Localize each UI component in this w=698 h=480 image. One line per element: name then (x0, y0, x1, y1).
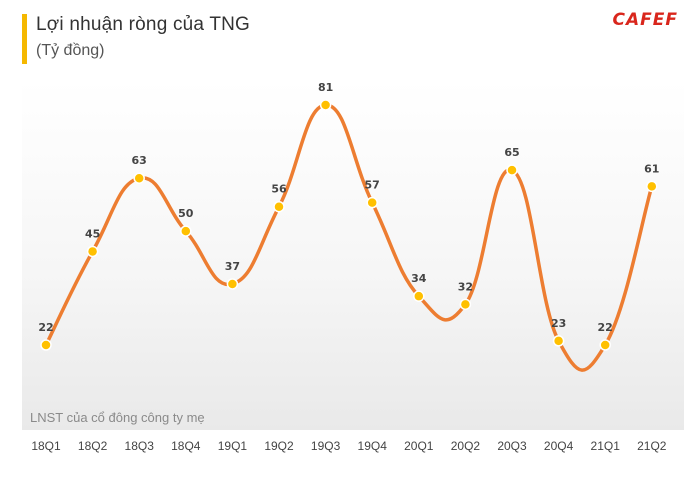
x-tick-21Q2: 21Q2 (637, 439, 667, 453)
data-point-19Q3 (319, 99, 332, 111)
data-label-18Q1: 22 (38, 321, 53, 334)
x-tick-20Q2: 20Q2 (451, 439, 481, 453)
plot-area (22, 80, 684, 430)
data-label-21Q1: 22 (598, 321, 613, 334)
x-tick-19Q4: 19Q4 (358, 439, 388, 453)
data-point-21Q1 (599, 339, 611, 351)
data-label-21Q2: 61 (644, 162, 659, 175)
x-tick-19Q1: 19Q1 (218, 439, 248, 453)
data-label-19Q3: 81 (318, 81, 333, 94)
data-point-19Q1 (226, 278, 239, 290)
data-point-20Q1 (413, 290, 425, 302)
x-tick-18Q2: 18Q2 (78, 439, 108, 453)
data-label-18Q2: 45 (85, 227, 100, 240)
chart-note: LNST của cổ đông công ty mẹ (30, 410, 205, 425)
data-label-19Q4: 57 (365, 179, 380, 192)
x-tick-18Q3: 18Q3 (125, 439, 155, 453)
x-tick-20Q4: 20Q4 (544, 439, 574, 453)
data-point-18Q3 (133, 172, 145, 184)
data-point-19Q2 (273, 200, 285, 213)
data-point-18Q1 (40, 339, 52, 351)
x-tick-18Q1: 18Q1 (31, 439, 61, 453)
x-tick-20Q3: 20Q3 (497, 439, 527, 453)
data-label-18Q4: 50 (178, 207, 194, 220)
data-label-20Q1: 34 (411, 272, 427, 285)
data-point-21Q2 (646, 180, 658, 193)
data-label-20Q4: 23 (551, 317, 566, 330)
data-point-19Q4 (366, 196, 378, 209)
data-point-18Q4 (180, 225, 192, 237)
data-label-18Q3: 63 (132, 154, 147, 167)
title-accent-bar (22, 14, 27, 64)
data-label-20Q3: 65 (504, 146, 519, 159)
chart-unit: (Tỷ đồng) (36, 42, 105, 59)
data-label-19Q2: 56 (271, 183, 287, 196)
x-tick-20Q1: 20Q1 (404, 439, 434, 453)
x-tick-19Q3: 19Q3 (311, 439, 341, 453)
data-point-20Q2 (459, 298, 472, 311)
profit-series-line (44, 103, 654, 372)
chart-title: Lợi nhuận ròng của TNG (36, 14, 251, 35)
data-label-19Q1: 37 (225, 260, 240, 273)
data-point-18Q2 (86, 245, 99, 258)
x-tick-21Q1: 21Q1 (591, 439, 621, 453)
x-tick-19Q2: 19Q2 (264, 439, 294, 453)
data-point-20Q4 (552, 335, 565, 347)
cafef-logo: CAFEF (612, 10, 678, 30)
data-point-20Q3 (506, 164, 518, 176)
x-tick-18Q4: 18Q4 (171, 439, 201, 453)
data-label-20Q2: 32 (458, 280, 473, 293)
